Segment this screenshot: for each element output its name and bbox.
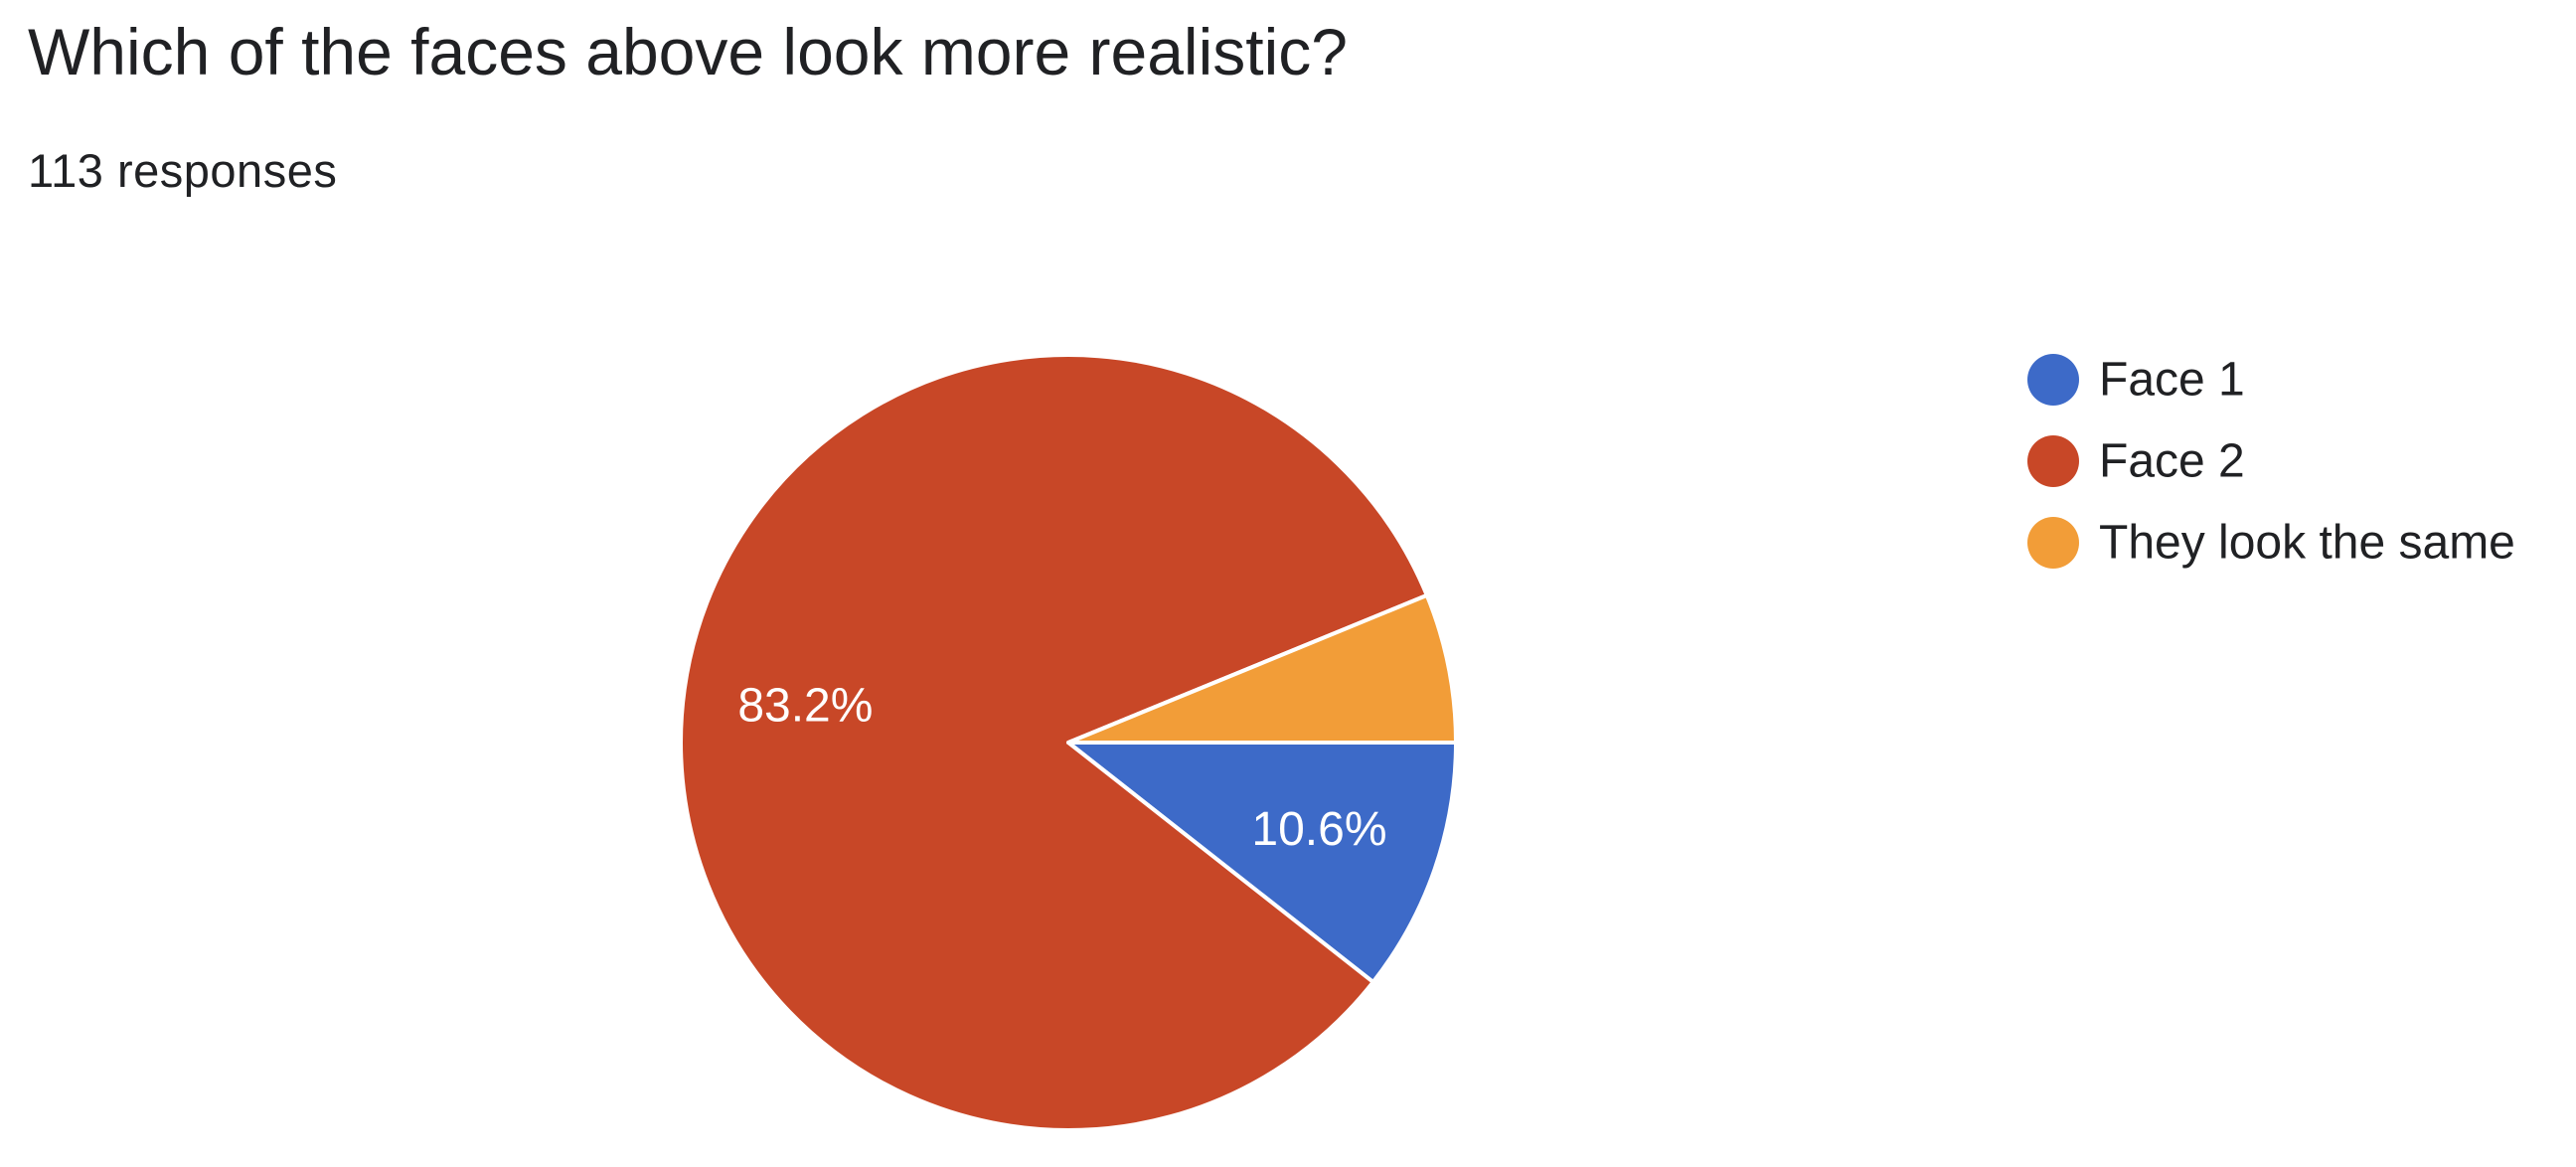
pie-slice-3 [1066, 592, 1458, 745]
legend-label-3: They look the same [2099, 517, 2515, 570]
question-title: Which of the faces above look more reali… [28, 15, 1348, 88]
legend-label-1: Face 1 [2099, 354, 2245, 407]
pie-slices [679, 352, 1458, 1132]
pie-slice-labels: 10.6% 83.2% [737, 680, 1386, 856]
legend-label-2: Face 2 [2099, 435, 2245, 488]
legend-swatch-2 [2027, 435, 2079, 487]
pie-slice-2 [679, 352, 1429, 1132]
chart-legend: Face 1 Face 2 They look the same [2027, 354, 2515, 570]
legend-swatch-1 [2027, 354, 2079, 406]
pie-slice-label-1: 10.6% [1251, 803, 1386, 856]
legend-swatch-3 [2027, 517, 2079, 569]
pie-slice-label-2: 83.2% [737, 680, 873, 733]
pie-slice-1 [1066, 741, 1458, 984]
response-count: 113 responses [28, 144, 338, 197]
